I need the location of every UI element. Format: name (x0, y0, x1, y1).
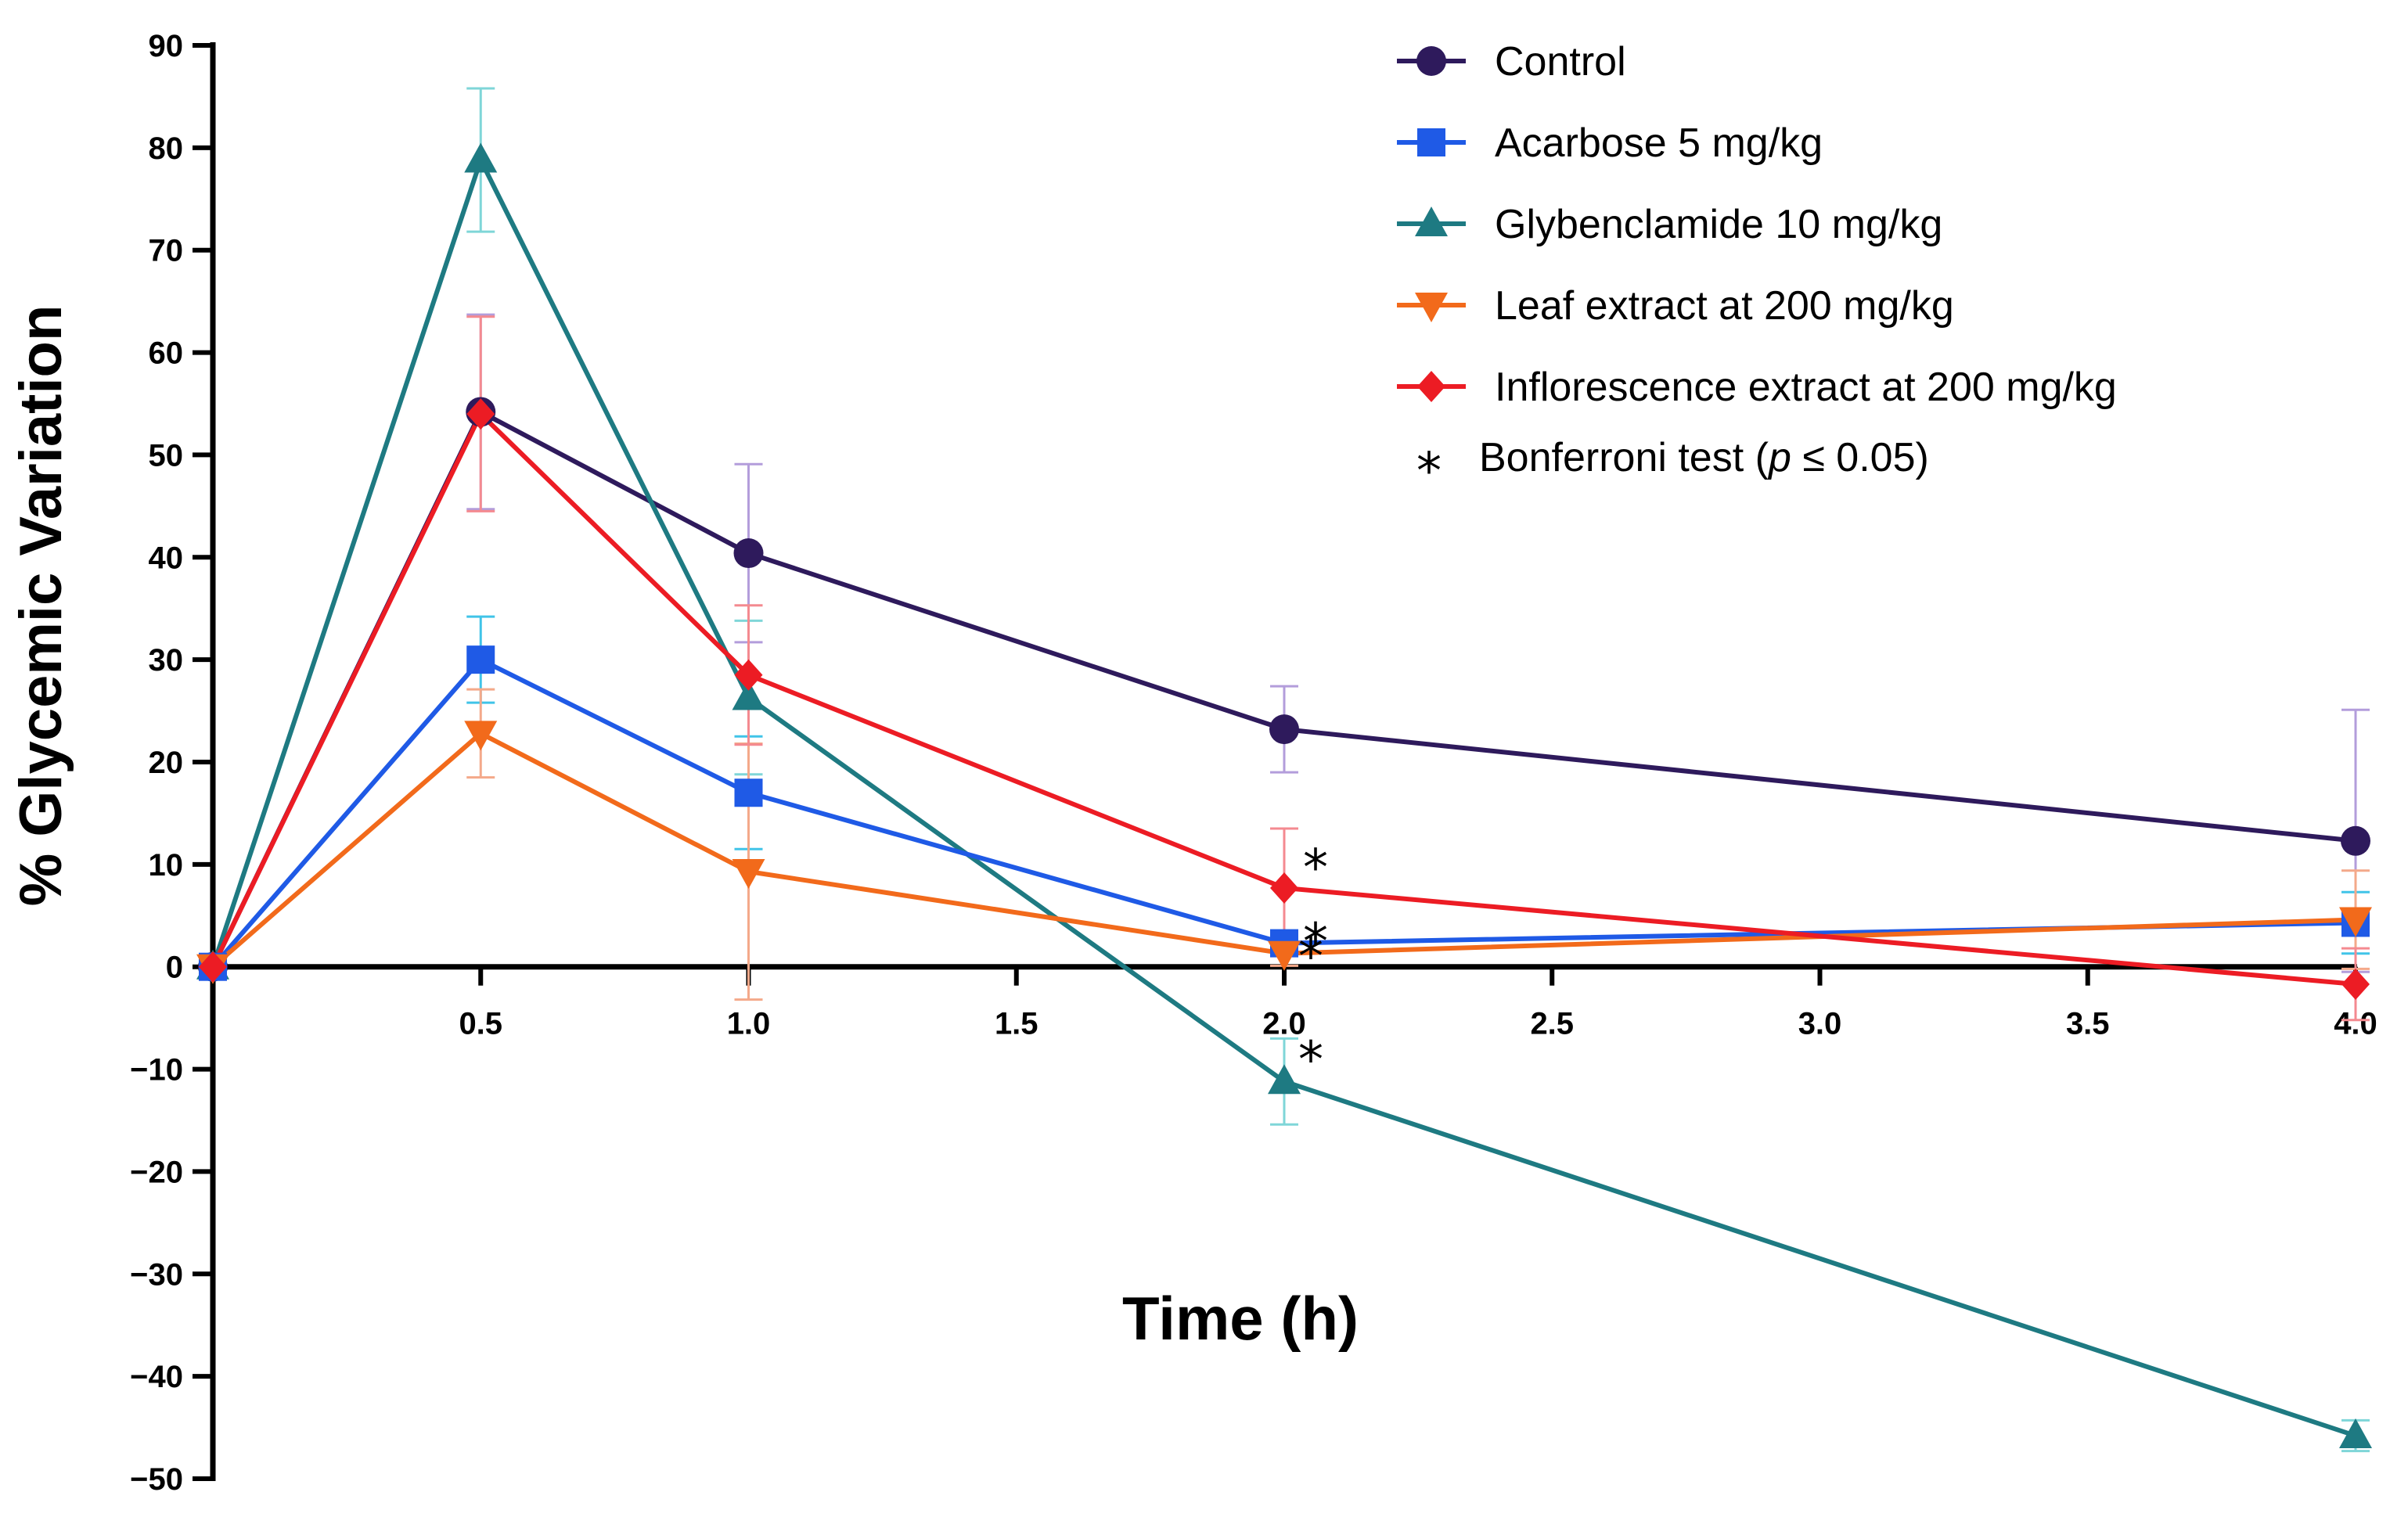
y-tick-label: 70 (149, 234, 184, 268)
x-tick-label: 3.0 (1798, 1007, 1842, 1041)
x-tick-label: 2.0 (1262, 1007, 1306, 1041)
legend-label: Acarbose 5 mg/kg (1495, 120, 1823, 166)
annotation-layer: **** (1298, 840, 1328, 1089)
data-point (2341, 825, 2370, 856)
data-point (466, 398, 495, 430)
data-point (2339, 907, 2372, 937)
y-tick-label: 50 (149, 438, 184, 473)
legend-marker (1417, 371, 1445, 402)
legend-item: Control (1397, 39, 1626, 84)
data-point (2341, 968, 2370, 1000)
legend-label: Glybenclamide 10 mg/kg (1495, 202, 1942, 247)
legend-label: Leaf extract at 200 mg/kg (1495, 283, 1954, 329)
legend-item: Glybenclamide 10 mg/kg (1397, 202, 1942, 247)
y-tick-label: −50 (130, 1462, 183, 1497)
significance-star: * (1303, 840, 1328, 897)
series-layer (196, 87, 2372, 1453)
data-point (1268, 940, 1301, 971)
x-tick-label: 1.5 (995, 1007, 1038, 1041)
significance-star: * (1298, 1031, 1323, 1089)
legend-item: Leaf extract at 200 mg/kg (1397, 283, 1954, 329)
x-tick-label: 1.0 (727, 1007, 771, 1041)
y-tick-label: −30 (130, 1257, 183, 1292)
legend-marker (1415, 293, 1448, 322)
data-point (464, 142, 498, 173)
data-point (732, 859, 765, 890)
y-tick-label: −10 (130, 1053, 183, 1088)
data-point (1268, 1064, 1301, 1095)
series-points-4 (199, 398, 2370, 1000)
legend-marker (1416, 46, 1446, 76)
data-point (199, 951, 227, 983)
x-tick-label: 2.5 (1530, 1007, 1574, 1041)
legend: Control Acarbose 5 mg/kg Glybenclamide 10 … (1397, 39, 2117, 501)
legend-item: Acarbose 5 mg/kg (1397, 120, 1823, 166)
data-point (466, 645, 495, 674)
data-point (464, 721, 498, 751)
significance-star: * (1298, 929, 1323, 987)
axes-layer: 90 80 70 60 50 40 30 20 10 0 −10 −20 −30 −40 −50 0.5 1.0… (8, 29, 2377, 1497)
y-tick-label: 80 (149, 131, 184, 166)
y-tick-label: −20 (130, 1155, 183, 1189)
data-point (734, 778, 763, 807)
significance-star: * (1303, 914, 1328, 972)
x-axis-title: Time (h) (1122, 1284, 1359, 1353)
y-tick-label: 0 (166, 951, 183, 985)
x-tick-label: 0.5 (459, 1007, 502, 1041)
y-tick-label: 40 (149, 541, 184, 575)
y-tick-label: 90 (149, 29, 184, 63)
data-point (1269, 714, 1299, 745)
series-line-2 (211, 157, 2356, 1438)
legend-label: Inflorescence extract at 200 mg/kg (1495, 365, 2117, 410)
legend-marker (1417, 128, 1445, 156)
data-point (2339, 1418, 2372, 1449)
legend-note: * Bonferroni test (p ≤ 0.05) (1416, 435, 1929, 501)
data-point (1270, 872, 1298, 904)
y-axis-title: % Glycemic Variation (8, 305, 74, 907)
legend-label: Control (1495, 39, 1626, 84)
y-tick-label: 30 (149, 643, 184, 678)
y-tick-label: −40 (130, 1360, 183, 1394)
legend-note-symbol: * (1416, 443, 1442, 501)
y-tick-label: 60 (149, 336, 184, 371)
y-tick-label: 10 (149, 848, 184, 883)
data-point (733, 538, 764, 569)
legend-note-text: Bonferroni test (p ≤ 0.05) (1479, 435, 1929, 480)
y-tick-label: 20 (149, 746, 184, 780)
series-points-2 (196, 142, 2372, 1449)
data-point (732, 680, 765, 710)
x-tick-label: 3.5 (2066, 1007, 2110, 1041)
legend-item: Inflorescence extract at 200 mg/kg (1397, 365, 2117, 410)
legend-marker (1415, 207, 1448, 236)
data-point (734, 659, 763, 691)
